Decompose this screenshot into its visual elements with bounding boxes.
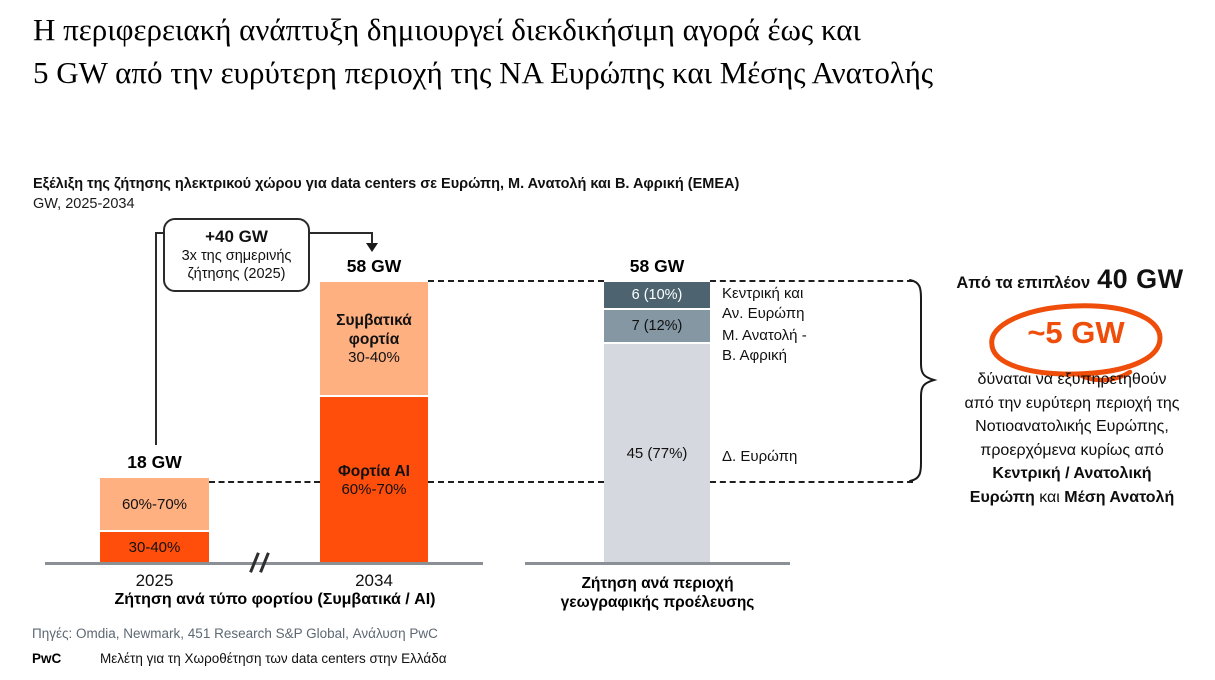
takeaway-body-line: δύναται να εξυπηρετηθούν (977, 371, 1167, 388)
takeaway-body-line: προερχόμενα κυρίως από (980, 441, 1164, 459)
region-label-line: Δ. Ευρώπη (722, 448, 798, 465)
takeaway-normal-run: και (1034, 488, 1065, 506)
projection-dashed-line (428, 481, 604, 483)
chart-unit-label: GW, 2025-2034 (33, 196, 135, 212)
takeaway-bold-run: Ευρώπη (969, 488, 1035, 506)
bar-total-label-2025: 18 GW (127, 452, 182, 472)
callout-line2: ζήτησης (2025) (187, 266, 286, 282)
segment-share-label: 30-40% (128, 539, 181, 556)
takeaway-body-line-mixed: Ευρώπη και Μέση Ανατολή (942, 486, 1202, 510)
region-label-west-europe: Δ. Ευρώπη (722, 447, 912, 467)
page-title: Η περιφερειακή ανάπτυξη δημιουργεί διεκδ… (33, 8, 1213, 94)
region-label-line: Β. Αφρική (722, 346, 787, 364)
connector-line (371, 232, 373, 244)
takeaway-heading: Από τα επιπλέον 40 GW (935, 264, 1205, 295)
segment-value-label: 45 (77%) (626, 445, 688, 462)
right-chart-caption: Ζήτηση ανά περιοχή γεωγραφικής προέλευση… (525, 574, 790, 612)
takeaway-body-line: Νοτιοανατολικής Ευρώπης, (975, 418, 1169, 435)
region-label-central-east-europe: Κεντρική και Αν. Ευρώπη (722, 284, 912, 323)
segment-share-label: 60%-70% (341, 481, 407, 498)
takeaway-body-line: από την ευρύτερη περιοχή της (964, 394, 1180, 412)
right-chart-caption-line2: γεωγραφικής προέλευσης (560, 594, 755, 611)
callout-line1: 3x της σημερινής (181, 248, 292, 264)
segment-value-label: 7 (12%) (631, 318, 683, 334)
segment-series-name: Συμβατικά φορτία (336, 312, 412, 348)
brace-icon (909, 279, 938, 482)
projection-dashed-line (428, 280, 604, 282)
bar-segment-middle-east-north-africa: 7 (12%) (604, 308, 710, 342)
connector-line (155, 232, 165, 234)
category-label-2034: 2034 (355, 571, 393, 590)
arrow-down-icon (366, 243, 378, 252)
sources-note: Πηγές: Omdia, Newmark, 451 Research S&P … (32, 626, 438, 641)
highlight-ellipse-icon (989, 303, 1163, 383)
callout-box: +40 GW 3x της σημερινής ζήτησης (2025) (163, 218, 310, 292)
category-label-2025: 2025 (135, 571, 174, 590)
x-axis-right-chart (525, 562, 790, 565)
projection-dashed-line (710, 280, 913, 282)
bar-total-label-region: 58 GW (629, 256, 685, 276)
region-label-line: Κεντρική και (722, 285, 804, 302)
projection-dashed-line (710, 481, 913, 483)
pwc-logo: PwC (32, 651, 62, 666)
region-label-line: Αν. Ευρώπη (722, 304, 805, 322)
takeaway-body: δύναται να εξυπηρετηθούν από την ευρύτερ… (942, 368, 1202, 509)
takeaway-body-line-bold: Κεντρική / Ανατολική (992, 465, 1152, 482)
page-title-line2: 5 GW από την ευρύτερη περιοχή της ΝΑ Ευρ… (33, 55, 934, 90)
segment-series-name: Φορτία AI (338, 463, 410, 480)
callout-value: +40 GW (205, 227, 268, 246)
chart-subtitle: Εξέλιξη της ζήτησης ηλεκτρικού χώρου για… (33, 176, 740, 192)
bar-segment-ai-2025: 30-40% (100, 530, 209, 563)
connector-line (155, 232, 157, 445)
bar-segment-conventional-2034: Συμβατικά φορτία 30-40% (320, 282, 428, 395)
right-chart-caption-line1: Ζήτηση ανά περιοχή (581, 575, 734, 592)
connector-line (310, 232, 373, 234)
study-title: Μελέτη για τη Χωροθέτηση των data center… (100, 651, 447, 666)
takeaway-highlight-value: ~5 GW (1027, 315, 1125, 350)
segment-value-label: 6 (10%) (631, 287, 683, 303)
projection-dashed-line (209, 481, 320, 483)
region-label-middle-east-north-africa: Μ. Ανατολή - Β. Αφρική (722, 326, 912, 365)
bar-segment-ai-2034: Φορτία AI 60%-70% (320, 395, 428, 563)
bar-total-label-2034: 58 GW (346, 256, 402, 276)
takeaway-bold-run: Μέση Ανατολή (1064, 488, 1175, 506)
bar-segment-west-europe: 45 (77%) (604, 342, 710, 563)
segment-share-label: 30-40% (348, 349, 400, 366)
region-label-line: Μ. Ανατολή - (722, 327, 807, 344)
segment-share-label: 60%-70% (121, 495, 188, 513)
bar-segment-conventional-2025: 60%-70% (100, 478, 209, 530)
page-title-line1: Η περιφερειακή ανάπτυξη δημιουργεί διεκδ… (33, 12, 861, 47)
left-chart-caption: Ζήτηση ανά τύπο φορτίου (Συμβατικά / AI) (114, 591, 436, 608)
takeaway-heading-prefix: Από τα επιπλέον (956, 274, 1091, 292)
bar-segment-central-east-europe: 6 (10%) (604, 282, 710, 308)
takeaway-heading-value: 40 GW (1097, 264, 1184, 294)
